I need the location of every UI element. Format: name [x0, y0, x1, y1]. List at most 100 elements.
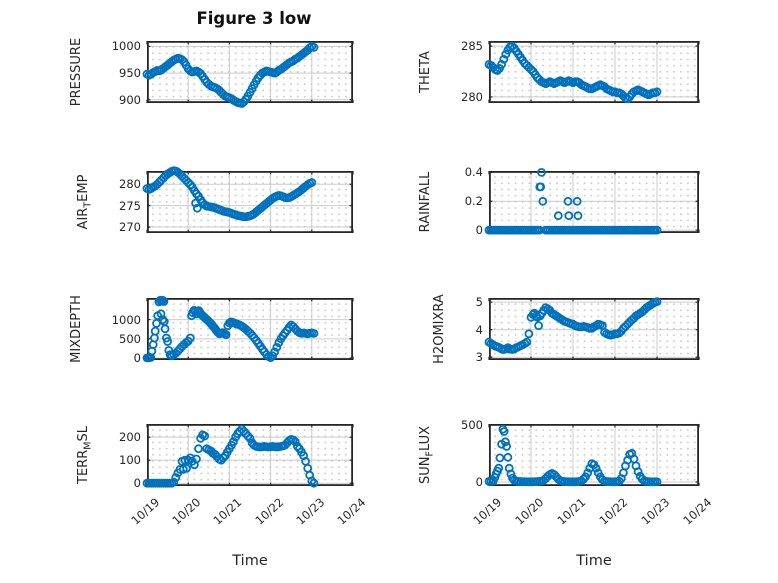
chart-theta [484, 40, 700, 104]
data-point [309, 478, 319, 488]
y-axis-label-text: MIXDEPTH [69, 295, 84, 363]
plot-area-terr-msl [142, 423, 354, 488]
plot-area-air-temp [142, 166, 354, 234]
data-point [502, 441, 512, 451]
x-axis-label-left: Time [232, 553, 268, 569]
y-tick-label: 950 [119, 66, 141, 81]
data-point [652, 87, 662, 97]
data-point [182, 463, 191, 473]
y-tick-label: 3 [475, 350, 483, 365]
data-point [309, 43, 319, 52]
data-point [499, 54, 509, 64]
data-point [194, 444, 203, 454]
plot-area-pressure [142, 40, 354, 108]
axes-frame [146, 297, 353, 361]
data-point [192, 203, 202, 213]
data-point [290, 437, 300, 447]
data-point [183, 455, 193, 465]
data-point [579, 474, 588, 484]
data-point [522, 337, 532, 347]
y-tick-label: 0 [133, 351, 141, 366]
data-point [160, 324, 170, 334]
data-point [503, 452, 513, 462]
y-tick-label: 275 [119, 198, 141, 213]
data-point [497, 59, 507, 69]
y-tick-label: 1000 [111, 39, 141, 54]
y-axis-label-text: SUN [418, 456, 433, 485]
data-point [159, 297, 169, 306]
y-tick-label: 4 [475, 322, 483, 337]
data-point [185, 333, 195, 343]
data-point [288, 435, 298, 445]
x-tick-label: 10/23 [293, 495, 328, 528]
axes-frame [146, 170, 353, 234]
y-axis-label-text: TERR [76, 449, 91, 484]
data-point [504, 463, 514, 473]
data-point [499, 427, 509, 436]
y-tick-label: 0 [475, 223, 483, 238]
data-point [536, 182, 546, 192]
data-point [303, 463, 313, 473]
data-point [564, 211, 574, 221]
data-point [524, 329, 534, 339]
data-point [573, 211, 583, 221]
data-point [652, 225, 662, 235]
y-axis-label-text: AIR [76, 207, 91, 230]
chart-mixdepth [142, 295, 354, 363]
x-tick-label: 10/21 [210, 495, 245, 528]
data-point [270, 347, 280, 357]
data-point [633, 467, 643, 476]
figure-title: Figure 3 low [196, 9, 312, 28]
data-point [583, 468, 593, 478]
y-tick-label: 270 [119, 220, 141, 234]
plot-area-h2omixra [484, 297, 700, 361]
data-point [177, 55, 187, 65]
y-axis-label-sun-flux: SUNFLUX [417, 365, 436, 545]
plot-area-mixdepth [142, 295, 354, 363]
chart-sun-flux [484, 423, 700, 487]
y-tick-label: 1000 [111, 312, 141, 327]
data-point [537, 168, 546, 177]
y-axis-label-text: EMP [76, 174, 91, 202]
x-tick-label: 10/19 [128, 495, 163, 528]
data-point [494, 463, 504, 473]
y-tick-label: 100 [119, 453, 141, 468]
data-point [563, 196, 573, 206]
data-point [218, 453, 228, 463]
y-tick-label: 280 [461, 89, 483, 104]
data-point [506, 469, 516, 479]
data-point [526, 65, 536, 74]
plot-area-theta [484, 40, 700, 104]
data-point [159, 317, 169, 326]
data-point [163, 337, 173, 346]
data-point [200, 431, 210, 441]
y-tick-label: 5 [475, 295, 483, 310]
y-tick-label: 500 [119, 331, 141, 346]
data-point [272, 342, 282, 352]
x-tick-label: 10/20 [512, 495, 547, 528]
x-axis-label-right: Time [576, 553, 612, 569]
x-tick-label: 10/23 [638, 495, 673, 528]
y-axis-label-text: THETA [418, 51, 433, 93]
y-axis-label-text: PRESSURE [69, 37, 84, 107]
chart-h2omixra [484, 297, 700, 361]
x-tick-label: 10/20 [169, 495, 204, 528]
data-point [492, 66, 502, 75]
y-tick-label: 280 [119, 177, 141, 192]
y-tick-label: 0.4 [464, 165, 483, 180]
x-tick-label: 10/22 [251, 495, 286, 528]
chart-air-temp [142, 166, 354, 234]
axes-frame [488, 423, 699, 487]
data-point [538, 196, 548, 206]
y-axis-label-text: LUX [418, 426, 433, 452]
data-point [169, 477, 179, 487]
y-axis-label-subscript: M [82, 441, 94, 450]
data-point [534, 321, 543, 331]
y-axis-label-terr-msl: TERRMSL [75, 365, 94, 545]
data-point [171, 473, 181, 482]
axes-frame [488, 297, 699, 361]
y-tick-label: 0.2 [464, 194, 483, 209]
y-tick-label: 900 [119, 92, 141, 107]
x-tick-label: 10/22 [596, 495, 631, 528]
